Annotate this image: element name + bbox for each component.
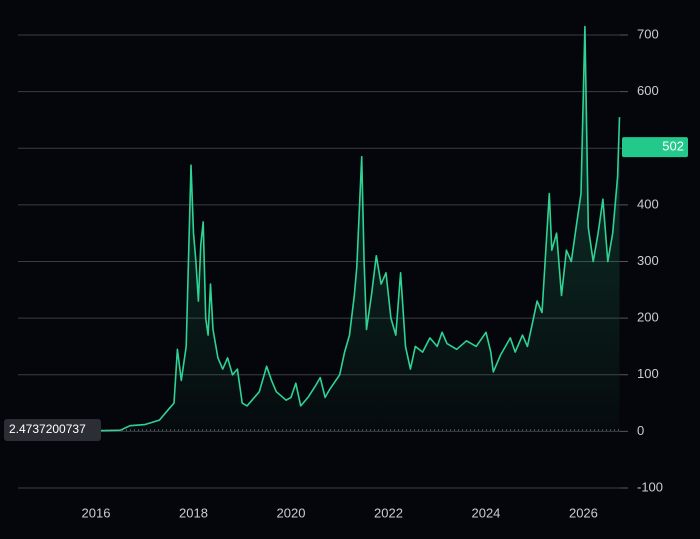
x-tick-label: 2020: [277, 505, 306, 520]
price-line: [95, 25, 621, 432]
x-tick-label: 2018: [179, 505, 208, 520]
y-tick-label: 400: [637, 196, 659, 211]
area: [96, 26, 620, 432]
y-tick-label: 600: [637, 83, 659, 98]
x-tick-label: 2026: [569, 505, 598, 520]
y-tick-label: 200: [637, 310, 659, 325]
baseline-tag: [4, 418, 101, 441]
last-price-label: 502: [662, 139, 684, 154]
y-tick-label: 100: [637, 366, 659, 381]
last-price-tag: [622, 137, 688, 158]
y-tick-label: 700: [637, 26, 659, 41]
y-tick-label: -100: [637, 479, 663, 494]
y-tick-label: 300: [637, 253, 659, 268]
x-tick-label: 2022: [374, 505, 403, 520]
x-tick-label: 2024: [471, 505, 500, 520]
baseline-label: 2.4737200737: [9, 422, 86, 436]
x-tick-label: 2016: [82, 505, 111, 520]
y-tick-label: 0: [637, 423, 644, 438]
